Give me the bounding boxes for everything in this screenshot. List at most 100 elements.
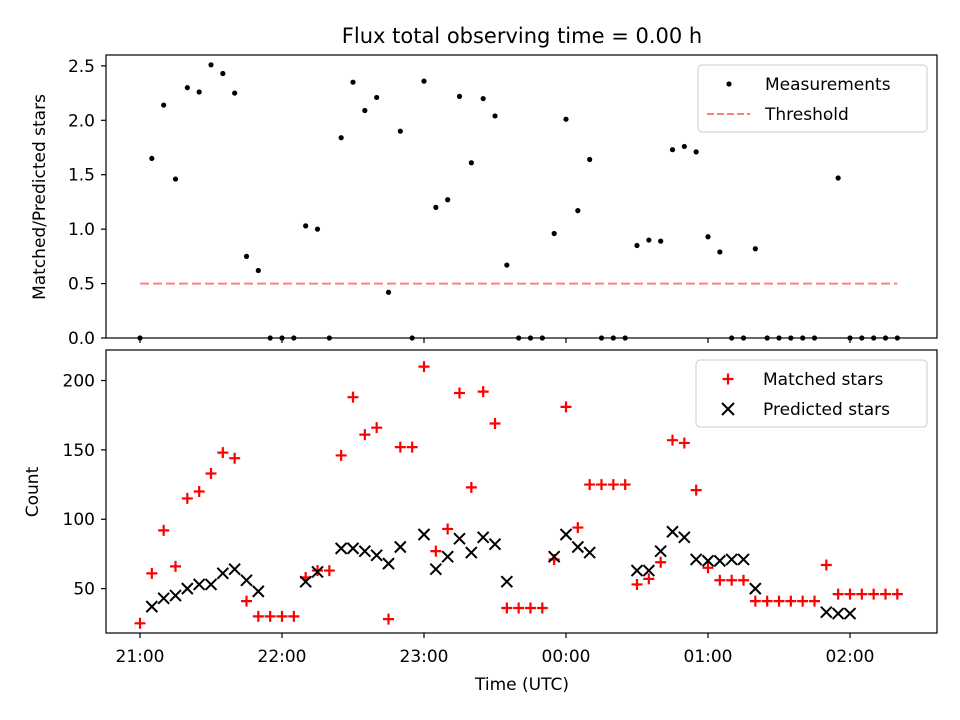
- matched-stars-point: [513, 602, 525, 614]
- matched-stars-point: [323, 565, 335, 577]
- measurement-point: [752, 246, 758, 252]
- measurement-point: [705, 234, 711, 240]
- predicted-stars-point: [358, 544, 372, 558]
- legend-label-measurements: Measurements: [765, 75, 891, 95]
- x-axis-label: Time (UTC): [474, 675, 569, 695]
- predicted-stars-point: [240, 574, 253, 587]
- measurement-point: [161, 102, 167, 108]
- matched-stars-point: [738, 574, 749, 586]
- measurement-point: [693, 149, 699, 155]
- matched-stars-point: [596, 479, 607, 491]
- top-plot-area: [137, 62, 900, 341]
- matched-stars-point: [761, 595, 773, 607]
- measurement-point: [587, 156, 593, 163]
- matched-stars-point: [702, 562, 714, 574]
- measurement-point: [456, 93, 463, 99]
- measurement-point: [374, 94, 380, 101]
- top-legend: Measurements Threshold: [697, 64, 928, 133]
- predicted-stars-point: [820, 605, 833, 619]
- x-tick-label: 01:00: [684, 647, 733, 667]
- matched-stars-point: [181, 492, 193, 504]
- matched-stars-point: [288, 610, 300, 622]
- predicted-stars-point: [299, 575, 312, 588]
- matched-stars-point: [844, 588, 856, 600]
- measurement-point: [397, 128, 403, 134]
- matched-stars-point: [785, 595, 797, 607]
- matched-stars-point: [536, 602, 548, 614]
- predicted-stars-point: [476, 531, 490, 544]
- bottom-plot-area: [134, 361, 903, 629]
- legend-label-threshold: Threshold: [764, 105, 849, 125]
- predicted-stars-point: [252, 585, 265, 598]
- predicted-stars-point: [370, 549, 383, 562]
- x-tick-label: 23:00: [400, 647, 449, 667]
- matched-stars-point: [820, 559, 832, 571]
- matched-stars-point: [643, 573, 655, 585]
- predicted-stars-point: [228, 562, 241, 576]
- matched-stars-point: [489, 418, 501, 430]
- measurement-point: [172, 176, 179, 182]
- matched-stars-point: [501, 602, 513, 614]
- predicted-stars-point: [394, 540, 407, 554]
- top-y-tick-label: 2.0: [68, 111, 95, 131]
- predicted-stars-point: [382, 557, 395, 570]
- predicted-stars-point: [749, 582, 762, 595]
- measurement-point: [421, 78, 427, 84]
- matched-stars-point: [667, 434, 678, 446]
- measurement-point: [504, 262, 510, 268]
- bottom-axes-frame: [105, 349, 938, 634]
- measurement-point: [468, 160, 474, 166]
- top-x-ticks: [139, 338, 851, 343]
- measurement-point: [255, 267, 261, 274]
- measurement-point: [681, 143, 687, 150]
- matched-stars-point: [146, 567, 158, 579]
- predicted-stars-point: [488, 538, 502, 551]
- top-y-tick-label: 2.5: [68, 57, 95, 77]
- matched-stars-point: [584, 479, 596, 491]
- matched-stars-point: [655, 556, 667, 568]
- measurement-point: [551, 230, 557, 237]
- predicted-stars-point: [737, 553, 750, 566]
- measurement-point: [717, 249, 723, 255]
- matched-stars-point: [335, 449, 347, 461]
- top-y-ticks: 0.0 0.5 1.0 1.5 2.0 2.5: [68, 57, 106, 349]
- predicted-stars-point: [713, 554, 727, 568]
- matched-stars-point: [678, 437, 690, 449]
- x-tick-label: 02:00: [826, 647, 875, 667]
- predicted-stars-point: [441, 550, 454, 563]
- measurement-point: [658, 238, 664, 244]
- matched-stars-point: [525, 602, 536, 614]
- measurement-point: [303, 223, 309, 229]
- measurement-point: [669, 147, 676, 153]
- bottom-x-ticks: 21:00 22:00 23:00 00:00 01:00 02:00: [116, 633, 875, 667]
- bottom-y-ticks: 50 100 150 200: [63, 372, 106, 600]
- matched-stars-point: [891, 588, 903, 600]
- predicted-stars-point: [157, 592, 170, 605]
- predicted-stars-point: [417, 528, 431, 541]
- predicted-stars-point: [831, 607, 845, 620]
- matched-stars-point: [252, 610, 264, 622]
- matched-stars-point: [170, 560, 181, 572]
- measurement-point: [220, 70, 226, 77]
- bottom-y-axis-label: Count: [23, 466, 43, 517]
- predicted-stars-point: [145, 600, 159, 613]
- predicted-stars-point: [701, 554, 715, 568]
- matched-stars-point: [856, 588, 868, 600]
- x-tick-label: 21:00: [116, 647, 165, 667]
- predicted-stars-point: [311, 565, 324, 579]
- measurement-point: [385, 289, 392, 295]
- bottom-y-tick-label: 50: [73, 580, 95, 600]
- x-tick-label: 00:00: [542, 647, 591, 667]
- predicted-stars-point: [181, 582, 194, 595]
- measurement-point: [314, 226, 321, 232]
- predicted-stars-point: [429, 562, 443, 576]
- top-legend-box: [697, 64, 928, 133]
- matched-stars-point: [773, 595, 785, 607]
- measurement-point: [350, 79, 356, 85]
- matched-stars-point: [832, 588, 844, 600]
- matched-stars-point: [465, 481, 477, 493]
- matched-stars-point: [241, 595, 252, 607]
- legend-marker-predicted-stars: [721, 402, 735, 416]
- top-y-axis-label: Matched/Predicted stars: [30, 94, 50, 300]
- measurement-point: [149, 155, 155, 162]
